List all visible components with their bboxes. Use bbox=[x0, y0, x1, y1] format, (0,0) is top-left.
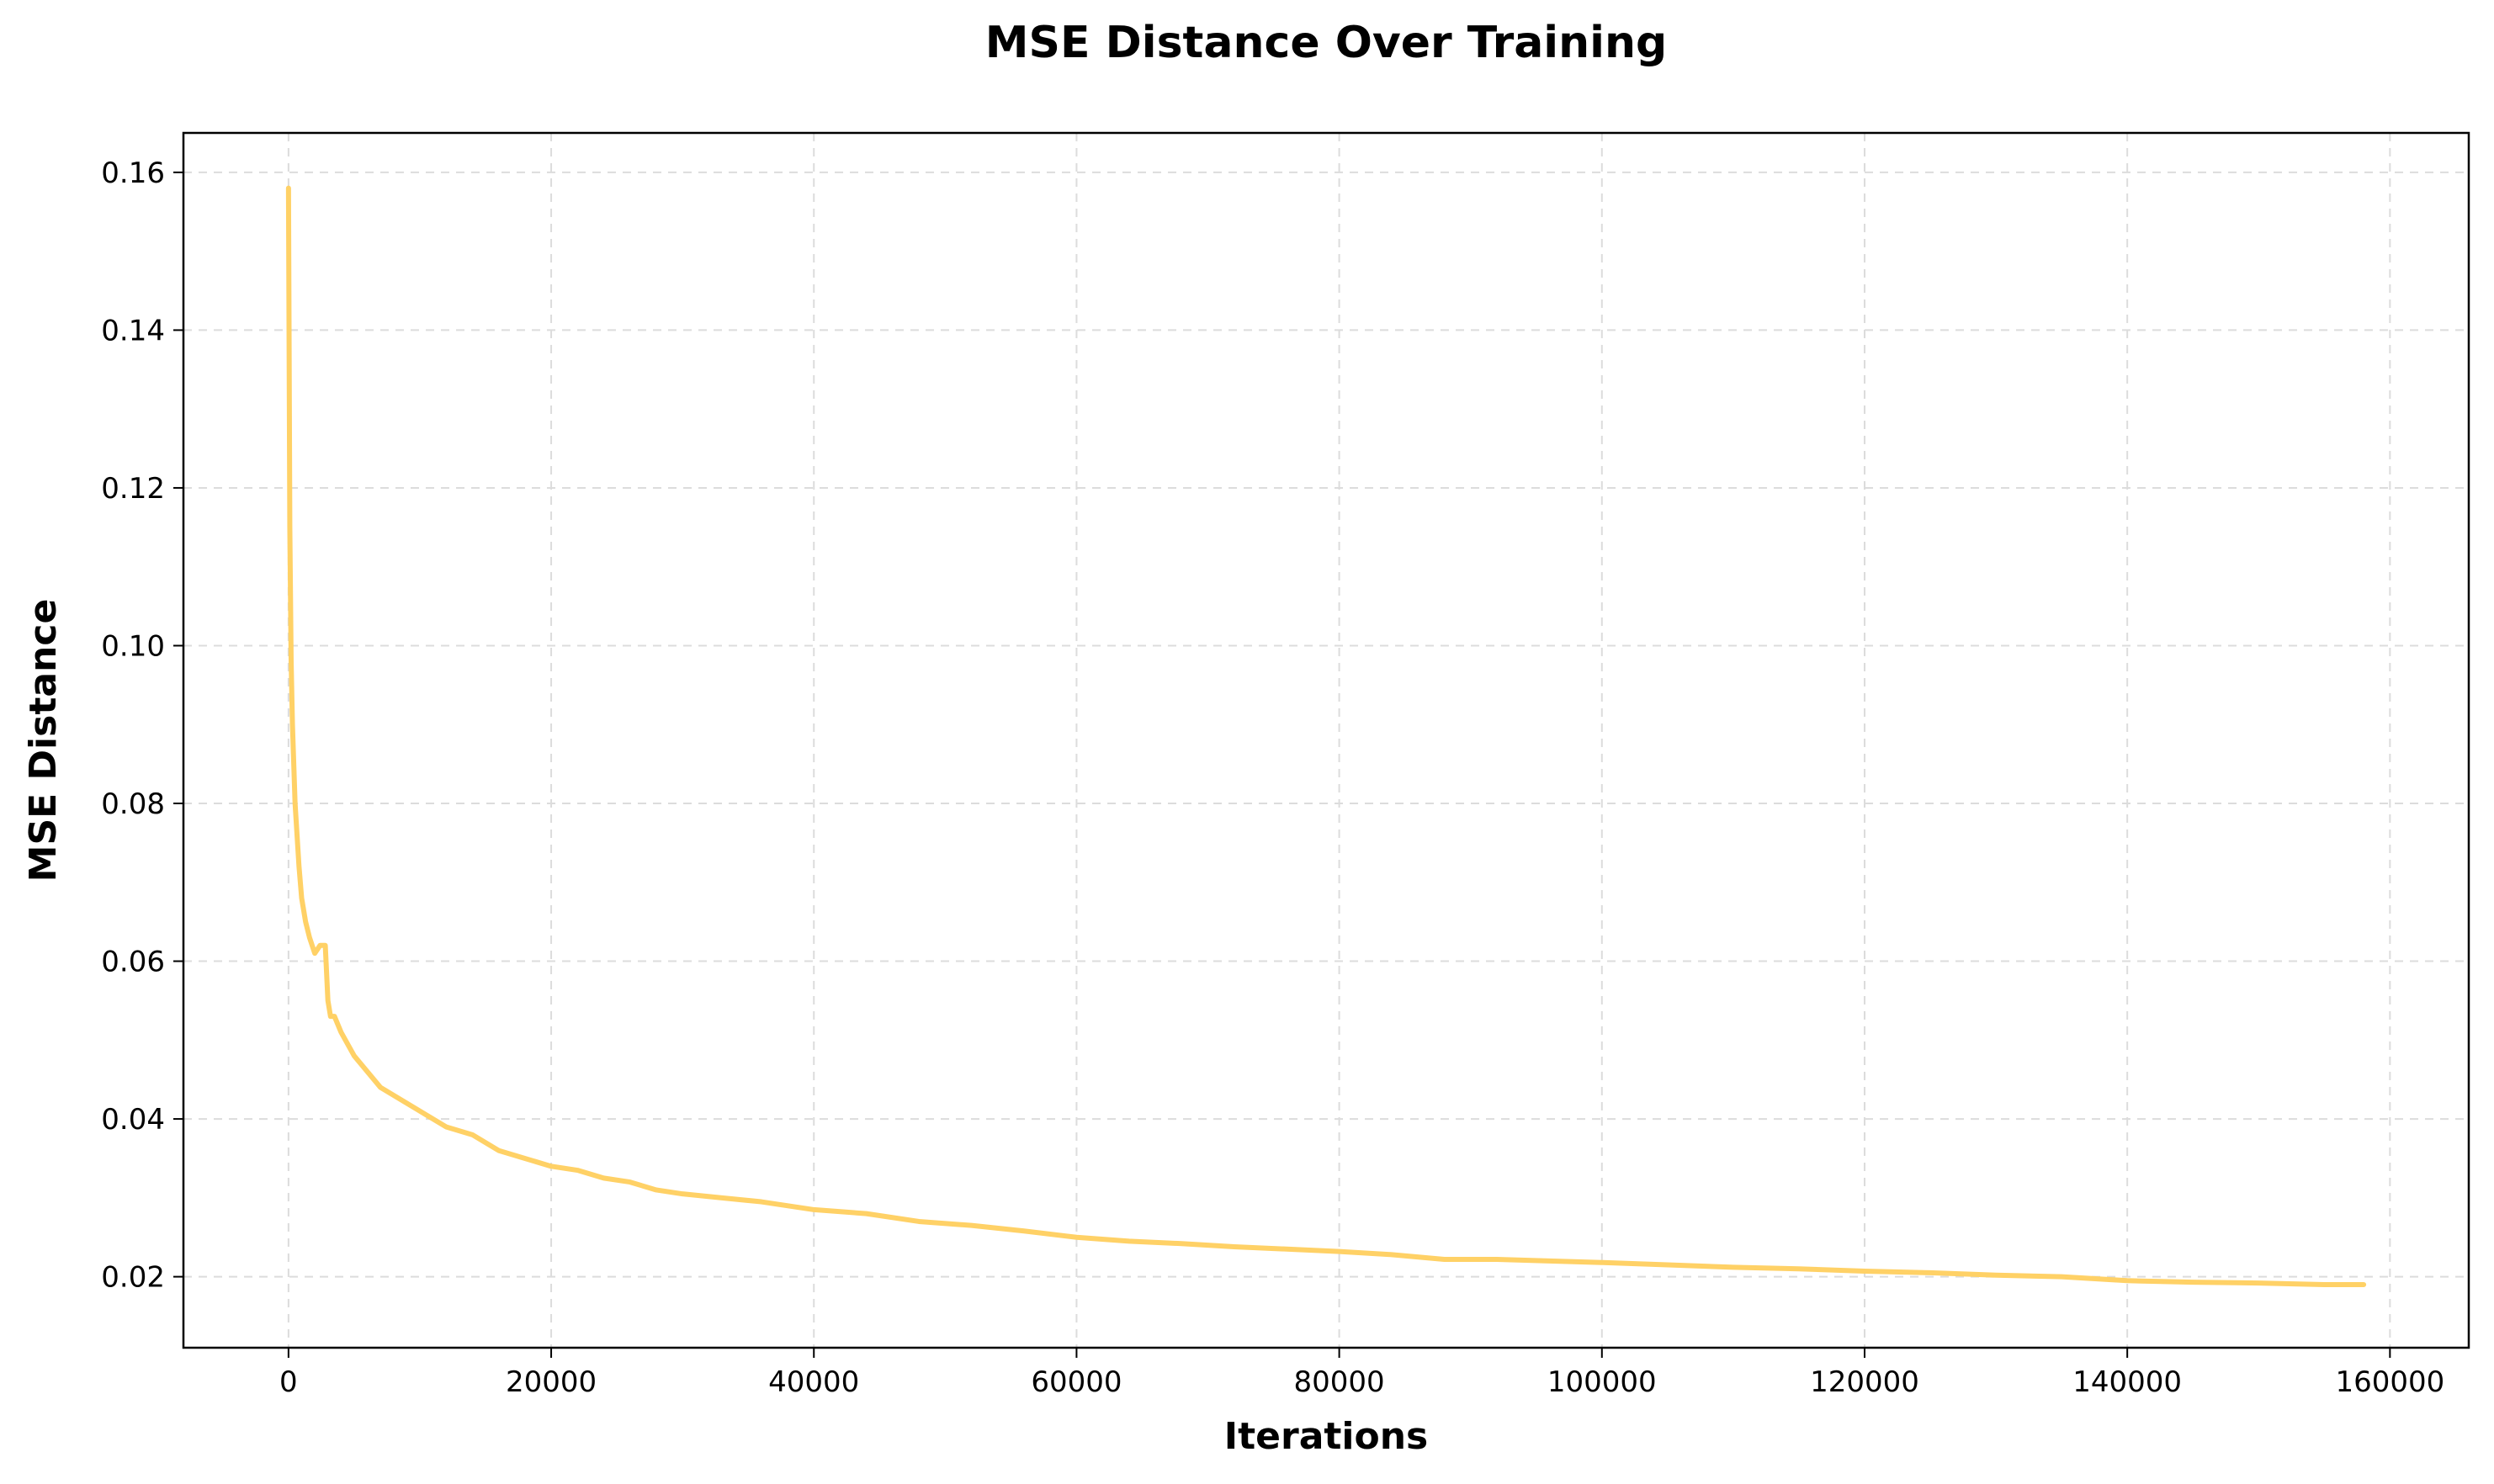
chart-title: MSE Distance Over Training bbox=[985, 18, 1667, 68]
x-tick-label: 20000 bbox=[506, 1365, 597, 1399]
y-tick-label: 0.10 bbox=[101, 629, 165, 663]
y-tick-label: 0.12 bbox=[101, 472, 165, 506]
y-axis-label: MSE Distance bbox=[22, 599, 65, 882]
y-tick-label: 0.06 bbox=[101, 946, 165, 979]
x-tick-label: 120000 bbox=[1810, 1365, 1919, 1399]
y-tick-label: 0.16 bbox=[101, 156, 165, 190]
y-tick-label: 0.02 bbox=[101, 1261, 165, 1295]
x-tick-label: 100000 bbox=[1547, 1365, 1657, 1399]
y-tick-label: 0.08 bbox=[101, 787, 165, 821]
x-tick-label: 60000 bbox=[1031, 1365, 1122, 1399]
plot-area bbox=[285, 185, 2367, 1287]
x-tick-label: 80000 bbox=[1294, 1365, 1385, 1399]
x-tick-label: 0 bbox=[279, 1365, 298, 1399]
plot-frame bbox=[182, 131, 2470, 1349]
x-tick-label: 160000 bbox=[2335, 1365, 2444, 1399]
x-tick-label: 40000 bbox=[768, 1365, 859, 1399]
axis-ticks: 0 20000 40000 60000 80000 100000 120000 140000 1… bbox=[101, 156, 2444, 1399]
y-tick-label: 0.14 bbox=[101, 314, 165, 347]
grid-lines bbox=[183, 133, 2469, 1348]
y-tick-label: 0.04 bbox=[101, 1103, 165, 1137]
x-axis-label: Iterations bbox=[1224, 1415, 1429, 1458]
x-tick-label: 140000 bbox=[2072, 1365, 2182, 1399]
series-line bbox=[285, 185, 2367, 1287]
